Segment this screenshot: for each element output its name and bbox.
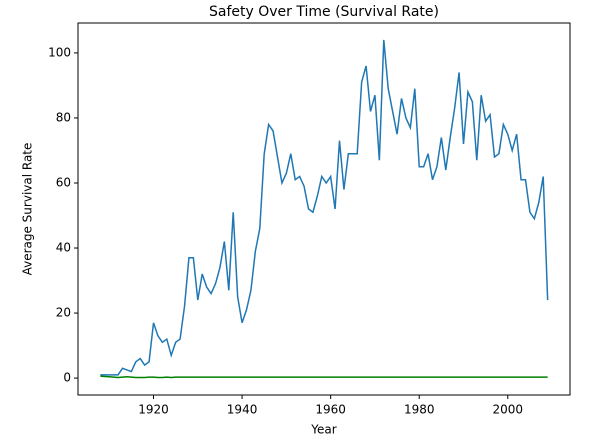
y-tick-label: 100: [48, 45, 71, 59]
data-line: [100, 375, 548, 379]
x-tick-label: 1920: [138, 403, 169, 417]
y-tick-label: 80: [56, 110, 71, 124]
chart-title: Safety Over Time (Survival Rate): [209, 4, 439, 20]
x-tick-label: 2000: [493, 403, 524, 417]
y-tick-label: 60: [56, 175, 71, 189]
x-tick-label: 1960: [315, 403, 346, 417]
y-tick-label: 40: [56, 241, 71, 255]
x-tick-label: 1940: [227, 403, 258, 417]
x-axis-label: Year: [310, 423, 336, 437]
y-tick-label: 0: [63, 371, 71, 385]
y-tick-label: 20: [56, 306, 71, 320]
plot-frame: [77, 22, 571, 396]
data-line: [100, 39, 549, 376]
y-axis-label: Average Survival Rate: [21, 143, 35, 276]
x-tick-label: 1980: [404, 403, 435, 417]
